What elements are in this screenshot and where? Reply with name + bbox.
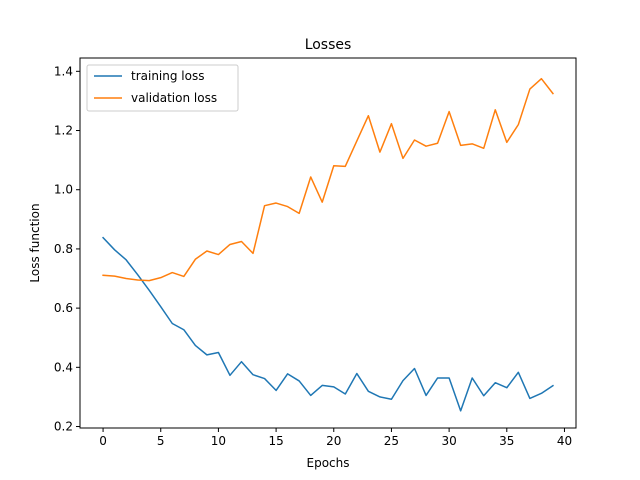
y-tick-label: 0.8 [54,242,73,256]
x-tick-label: 40 [557,434,572,448]
legend: training loss validation loss [86,64,239,112]
y-axis-ticks: 0.2 0.4 0.6 0.8 1.0 1.2 1.4 [54,64,80,434]
x-axis-label: Epochs [307,456,350,470]
y-tick-label: 0.2 [54,420,73,434]
y-tick-label: 1.0 [54,183,73,197]
x-tick-label: 0 [99,434,107,448]
x-axis-ticks: 0 5 10 15 20 25 30 35 40 [99,428,572,448]
x-tick-label: 5 [157,434,165,448]
x-tick-label: 20 [326,434,341,448]
legend-label-training-loss: training loss [131,69,204,83]
plot-lines [102,77,554,412]
series-line-validation-loss [102,77,554,282]
y-tick-label: 1.2 [54,124,73,138]
y-axis-label: Loss function [28,203,42,282]
x-tick-label: 30 [441,434,456,448]
plot-frame [79,57,577,429]
x-tick-label: 25 [384,434,399,448]
y-tick-label: 0.4 [54,360,73,374]
legend-box [86,64,239,112]
chart-title: Losses [305,37,352,53]
x-tick-label: 35 [499,434,514,448]
y-tick-label: 1.4 [54,64,73,78]
x-tick-label: 15 [268,434,283,448]
y-tick-label: 0.6 [54,301,73,315]
x-tick-label: 10 [211,434,226,448]
series-line-training-loss [102,236,554,412]
legend-label-validation-loss: validation loss [131,91,217,105]
